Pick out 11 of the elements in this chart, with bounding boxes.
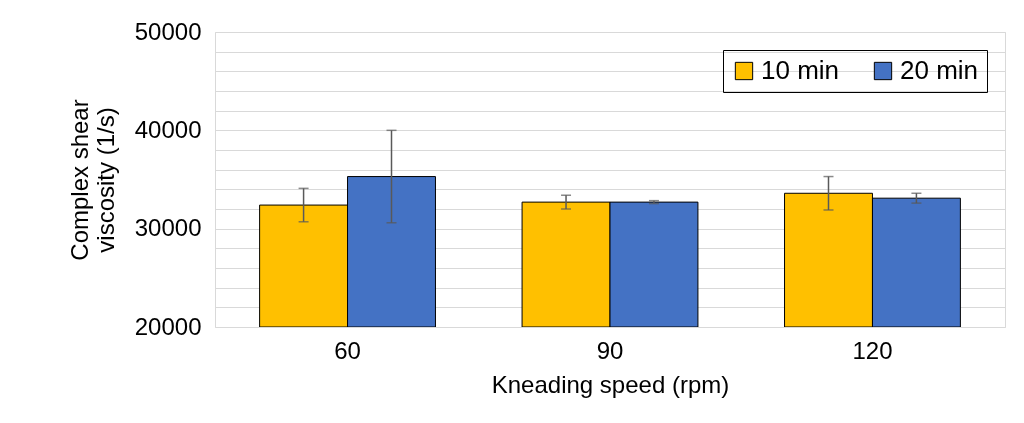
y-tick-label: 50000: [134, 17, 202, 45]
y-tick-label: 40000: [134, 115, 202, 143]
x-tick-label: 120: [852, 336, 893, 364]
x-tick-label: 60: [334, 336, 361, 364]
x-axis-title: Kneading speed (rpm): [491, 370, 730, 398]
legend-label: 10 min: [761, 55, 840, 85]
y-tick-label: 30000: [134, 214, 202, 242]
y-axis-title: Complex shear viscosity (1/s): [65, 99, 119, 261]
legend-label: 20 min: [900, 55, 979, 85]
y-tick-label: 20000: [134, 312, 202, 340]
x-tick-label: 90: [596, 336, 624, 364]
